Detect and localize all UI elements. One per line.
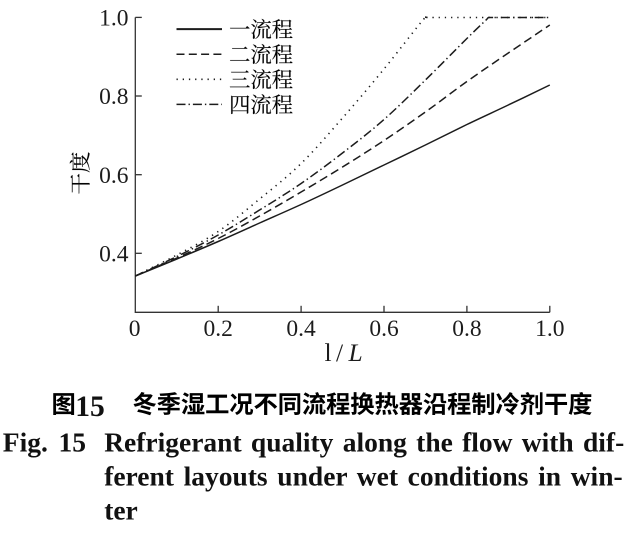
svg-text:1.0: 1.0 [99,6,128,32]
svg-text:0.2: 0.2 [204,316,233,342]
svg-text:Refrigerant quality along the: Refrigerant quality along the flow with … [104,426,624,457]
svg-text:0.6: 0.6 [99,163,129,189]
svg-text:0.8: 0.8 [99,84,128,110]
svg-text:1.0: 1.0 [535,316,564,342]
svg-text:0.4: 0.4 [286,316,316,342]
svg-text:0.8: 0.8 [452,316,481,342]
svg-text:l: l [325,338,332,367]
svg-text:15: 15 [59,426,87,457]
svg-text:ferent layouts under wet condi: ferent layouts under wet conditions in w… [104,460,622,491]
svg-text:0.4: 0.4 [99,242,129,268]
svg-text:ter: ter [104,494,138,525]
svg-text:Fig.: Fig. [3,426,48,457]
svg-text:15: 15 [75,391,105,423]
svg-text:L: L [348,338,363,367]
svg-text:/: / [336,338,344,367]
svg-text:0.6: 0.6 [369,316,399,342]
svg-text:0: 0 [129,316,141,342]
